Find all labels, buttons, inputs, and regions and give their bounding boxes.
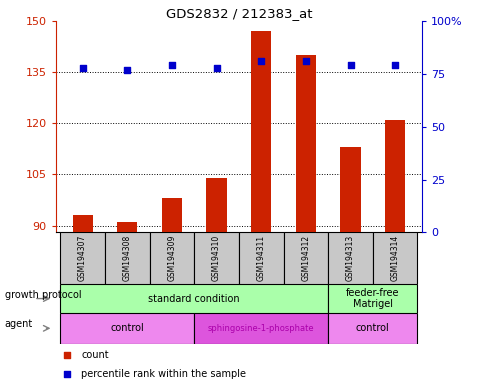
Text: GSM194307: GSM194307 [78,235,87,281]
Bar [105,232,149,284]
Text: agent: agent [5,319,33,329]
Text: GSM194313: GSM194313 [345,235,354,281]
Bar [194,232,238,284]
Point [78,65,86,71]
Bar [117,222,137,232]
Bar [295,55,315,232]
Text: GSM194310: GSM194310 [212,235,221,281]
Bar [149,232,194,284]
Bar [73,215,92,232]
Text: control: control [355,323,389,333]
Text: feeder-free
Matrigel: feeder-free Matrigel [346,288,399,310]
Bar [372,232,417,284]
Point [391,62,398,68]
Bar [206,178,226,232]
Bar [60,313,194,344]
Bar [328,313,417,344]
Text: control: control [110,323,144,333]
Bar [239,232,283,284]
Point [123,67,131,73]
Bar [60,232,105,284]
Text: GSM194311: GSM194311 [256,235,265,281]
Bar [340,147,360,232]
Text: sphingosine-1-phosphate: sphingosine-1-phosphate [208,324,314,333]
Text: GSM194312: GSM194312 [301,235,310,281]
Text: GSM194309: GSM194309 [167,235,176,281]
Point [63,371,71,377]
Text: percentile rank within the sample: percentile rank within the sample [81,369,246,379]
Title: GDS2832 / 212383_at: GDS2832 / 212383_at [165,7,312,20]
Bar [60,284,328,313]
Point [302,58,309,64]
Point [63,352,71,358]
Bar [283,232,328,284]
Bar [384,120,404,232]
Text: standard condition: standard condition [148,293,240,304]
Point [167,62,175,68]
Text: GSM194314: GSM194314 [390,235,399,281]
Text: count: count [81,350,109,360]
Bar [251,31,271,232]
Point [346,62,354,68]
Point [212,65,220,71]
Bar [328,232,372,284]
Text: growth protocol: growth protocol [5,290,81,300]
Bar [194,313,328,344]
Bar [328,284,417,313]
Point [257,58,265,64]
Text: GSM194308: GSM194308 [122,235,132,281]
Bar [162,198,182,232]
